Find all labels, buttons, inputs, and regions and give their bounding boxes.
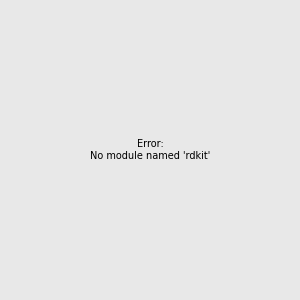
Text: Error:
No module named 'rdkit': Error: No module named 'rdkit' [90,139,210,161]
